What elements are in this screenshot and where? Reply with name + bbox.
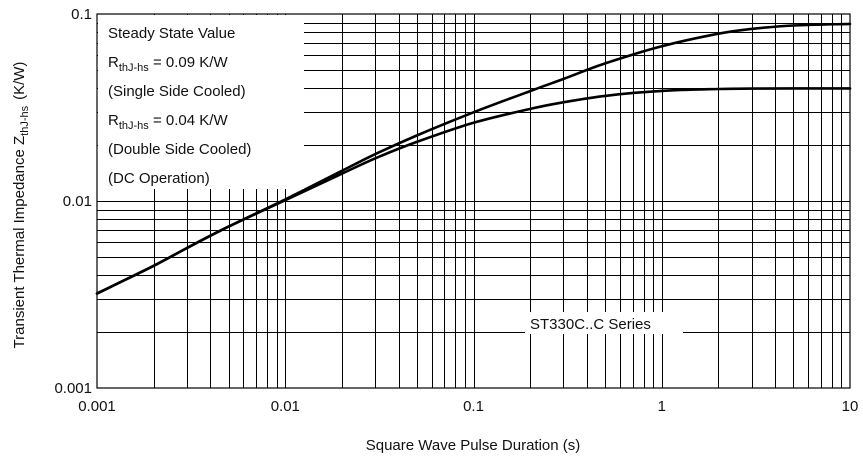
y-tick-label: 0.1 [71, 6, 92, 23]
annotation-line: (DC Operation) [108, 170, 210, 187]
y-axis-label-unit: (K/W) [11, 62, 28, 100]
annotation-background [98, 15, 304, 189]
plot-frame [96, 13, 851, 389]
series-label: ST330C..C Series [530, 316, 651, 333]
series-line-2 [95, 87, 852, 295]
series-label-background [525, 312, 683, 334]
annotation-rest: = 0.04 K/W [149, 112, 229, 129]
annotation-main: (DC Operation) [108, 170, 210, 187]
annotation-main: R [108, 54, 119, 71]
y-tick-labels: 0.001 0.01 0.1 [54, 6, 92, 397]
annotation-line: (Single Side Cooled) [108, 83, 246, 100]
y-axis-label-subscript: thJ-hs [19, 105, 31, 135]
annotation-main: R [108, 112, 119, 129]
y-axis-label-main: Transient Thermal Impedance Z [11, 136, 28, 349]
annotation-main: (Single Side Cooled) [108, 83, 246, 100]
y-axis-label: Transient Thermal Impedance ZthJ-hs (K/W) [11, 62, 31, 349]
x-axis-label: Square Wave Pulse Duration (s) [366, 437, 581, 454]
x-tick-label: 0.01 [271, 398, 300, 415]
annotation-block: Steady State Value RthJ-hs = 0.09 K/W (Sin… [108, 25, 251, 187]
y-tick-label: 0.01 [63, 193, 92, 210]
curves [95, 22, 852, 295]
annotation-rest: = 0.09 K/W [149, 54, 229, 71]
annotation-line: Steady State Value [108, 25, 235, 42]
x-tick-label: 0.1 [463, 398, 484, 415]
annotation-line: RthJ-hs = 0.09 K/W [108, 54, 228, 74]
annotation-subscript: thJ-hs [119, 62, 149, 74]
annotation-main: Steady State Value [108, 25, 235, 42]
annotation-line: (Double Side Cooled) [108, 141, 251, 158]
annotation-line: RthJ-hs = 0.04 K/W [108, 112, 228, 132]
annotation-main: (Double Side Cooled) [108, 141, 251, 158]
x-tick-label: 0.001 [78, 398, 116, 415]
annotation-subscript: thJ-hs [119, 120, 149, 132]
x-tick-label: 1 [658, 398, 666, 415]
x-tick-label: 10 [842, 398, 859, 415]
y-tick-label: 0.001 [54, 380, 92, 397]
x-tick-labels: 0.001 0.01 0.1 1 10 [78, 398, 858, 415]
